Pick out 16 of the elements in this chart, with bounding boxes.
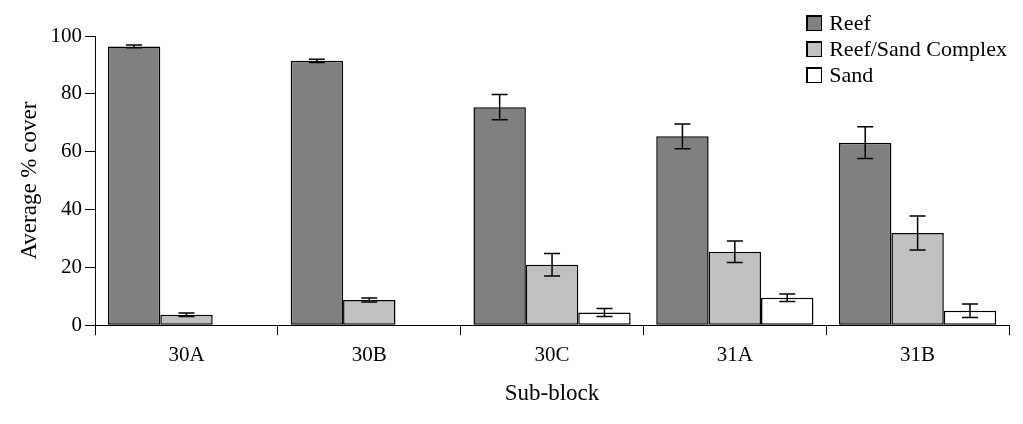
legend-label: Reef — [829, 10, 871, 36]
x-tick-label: 30C — [534, 342, 570, 367]
y-tick-label: 20 — [61, 253, 83, 278]
y-tick-label: 40 — [61, 196, 83, 221]
x-tick-label: 31A — [716, 342, 754, 367]
y-tick-label: 60 — [61, 138, 83, 163]
x-axis-title: Sub-block — [504, 380, 600, 406]
y-axis-title: Average % cover — [15, 101, 41, 260]
y-tick-label: 80 — [61, 80, 83, 105]
x-tick-label: 30B — [351, 342, 387, 367]
legend-label: Sand — [829, 62, 874, 88]
y-tick-label: 0 — [71, 311, 83, 336]
x-tick-label: 30A — [168, 342, 206, 367]
x-tick-label: 31B — [900, 342, 936, 367]
y-tick-label: 100 — [50, 22, 83, 47]
legend-label: Reef/Sand Complex — [829, 36, 1007, 62]
